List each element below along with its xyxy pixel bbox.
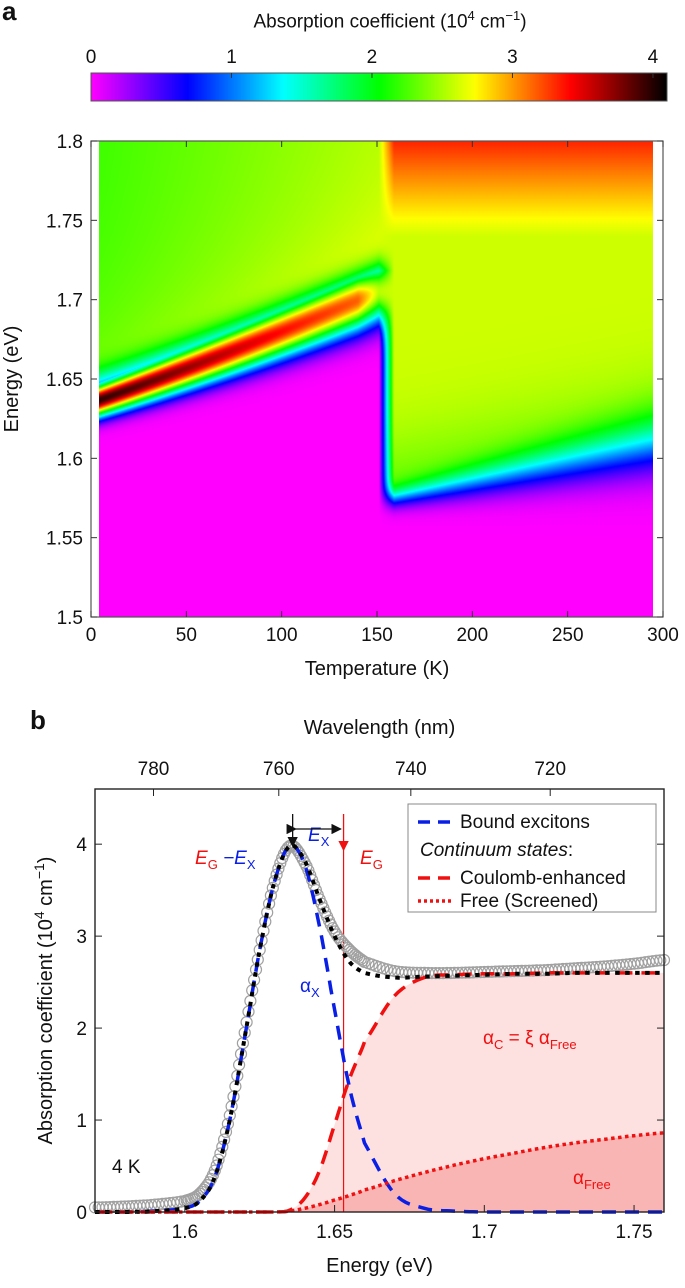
panel-a-xtick-label: 50 [176,625,197,646]
panel-a-xtick-label: 150 [361,625,393,646]
panel-a-ytick-label: 1.7 [57,291,83,312]
panel-b-top-xtick-label: 780 [138,759,170,780]
colorbar-title: Absorption coefficient (104 cm−1) [0,8,685,33]
series-total-fit [95,843,664,1214]
panel-a-ytick-label: 1.5 [57,608,83,629]
legend-label-continuum: Continuum states: [420,840,573,861]
data-point [292,846,306,859]
label-eg-sub: G [373,857,383,872]
panel-a-xtick-label: 300 [647,625,679,646]
label-alpha-c-extra: = ξ α [503,1028,549,1049]
panel-b-ytick-label: 0 [76,1203,87,1224]
data-point [650,954,663,967]
label-temperature: 4 K [112,1157,141,1178]
legend-label-bound: Bound excitons [460,812,590,833]
panel-b-ytick-label: 4 [76,835,87,856]
colorbar-tick-label: 2 [367,47,378,68]
legend-label-coulomb: Coulomb-enhanced [460,868,626,889]
label-eg: EG [360,848,383,872]
panel-a-xtick-label: 250 [552,625,584,646]
panel-a-xtick-label: 100 [266,625,298,646]
label-alpha-c-main: α [483,1028,494,1049]
panel-a-ylabel: Energy (eV) [1,326,23,433]
panel-b-xtick-label: 1.7 [471,1222,497,1243]
colorbar-tick-label: 1 [226,47,237,68]
panel-b-ytick-label: 2 [76,1019,87,1040]
heatmap-image [98,141,654,617]
panel-b-frame [94,788,665,1213]
panel-a-ytick-label: 1.8 [57,132,83,153]
panel-a-axes: 0 50 100 150 200 250 300 1.5 1.55 1.6 1.65 1.7 1.75 1… [1,132,679,680]
legend-continuum-title: Continuum states [420,840,568,861]
label-alpha-c: αC = ξ αFree [483,1028,577,1052]
data-point [654,954,667,967]
colorbar-title-sup: 4 [467,8,475,23]
colorbar-gradient [91,73,667,101]
label-eg-minus-ex: EG −EX [195,848,256,872]
label-eg-minus-ex-sub: G [208,857,218,872]
panel-b-label: b [30,705,46,735]
colorbar-frame-group: 0 1 2 3 4 [86,47,668,102]
panel-b-xlabel: Energy (eV) [326,1255,433,1277]
label-alpha-x: αX [300,976,320,1000]
panel-a-label: a [2,0,17,26]
colorbar-tick-label: 4 [648,47,659,68]
label-eg-minus-ex-extra-sub: X [247,857,256,872]
colorbar-title-close: ) [520,11,527,33]
panel-b-xtick-label: 1.65 [316,1222,353,1243]
label-alpha-x-main: α [300,976,311,997]
panel-b-ylabel: Absorption coefficient (104 cm−1) [31,857,57,1145]
panel-a-ytick-label: 1.65 [46,370,83,391]
panel-a-ytick-label: 1.75 [46,211,83,232]
panel-b-xtick-label: 1.6 [172,1222,198,1243]
panel-b-top-xtick-label: 720 [534,759,566,780]
colorbar-title-unit-sup: −1 [505,8,521,23]
colorbar-title-unit: cm [474,11,506,33]
panel-b-xtick-label: 1.75 [616,1222,653,1243]
label-alpha-free: αFree [573,1168,611,1192]
label-eg-minus-ex-extra: −E [218,848,247,869]
label-alpha-c-sub: C [494,1037,503,1052]
panel-a-xtick-label: 0 [86,625,97,646]
label-alpha-c-extra-sub: Free [550,1037,577,1052]
data-point [354,953,367,966]
ylabel-part: Absorption coefficient (10 [35,919,57,1144]
panel-b-ytick-label: 1 [76,1111,87,1132]
ylabel-part: ) [35,857,57,864]
data-point [208,1164,221,1177]
panel-b-ytick-label: 3 [76,927,87,948]
panel-a-xtick-label: 200 [456,625,488,646]
ylabel-part: cm [35,879,57,911]
colorbar-tick-label: 0 [86,47,97,68]
data-point [219,1125,233,1139]
label-alpha-free-sub: Free [584,1177,611,1192]
panel-a-ytick-label: 1.6 [57,449,83,470]
colorbar-axes: 0 1 2 3 4 [86,47,668,102]
data-point [175,1195,188,1208]
panel-a-frame [90,140,664,618]
legend-label-free: Free (Screened) [460,891,598,912]
ylabel-part: 4 [31,911,47,919]
colorbar-tick-label: 3 [507,47,518,68]
colorbar-title-text: Absorption coefficient (10 [253,11,468,33]
legend: Bound excitons Continuum states: Coulomb-e… [407,803,657,913]
label-eg-main: E [360,848,373,869]
ylabel-part: −1 [31,863,47,879]
panel-b-top-xtick-label: 760 [263,759,295,780]
panel-a-xlabel: Temperature (K) [305,658,450,680]
panel-b-top-xtick-label: 740 [395,759,427,780]
label-alpha-x-sub: X [311,985,320,1000]
label-ex-main: E [308,825,321,846]
label-ex-sub: X [321,834,330,849]
panel-b-plot: 1.6 1.65 1.7 1.75 0 1 2 3 4 780 760 740 720 Wavelengt… [31,717,671,1277]
data-point [326,922,339,935]
label-alpha-free-main: α [573,1168,584,1189]
panel-b-top-xlabel: Wavelength (nm) [304,717,456,739]
legend-continuum-colon: : [568,840,573,861]
colorbar-frame [90,72,668,102]
panel-a-ytick-label: 1.55 [46,529,83,550]
label-eg-minus-ex-main: E [195,848,208,869]
